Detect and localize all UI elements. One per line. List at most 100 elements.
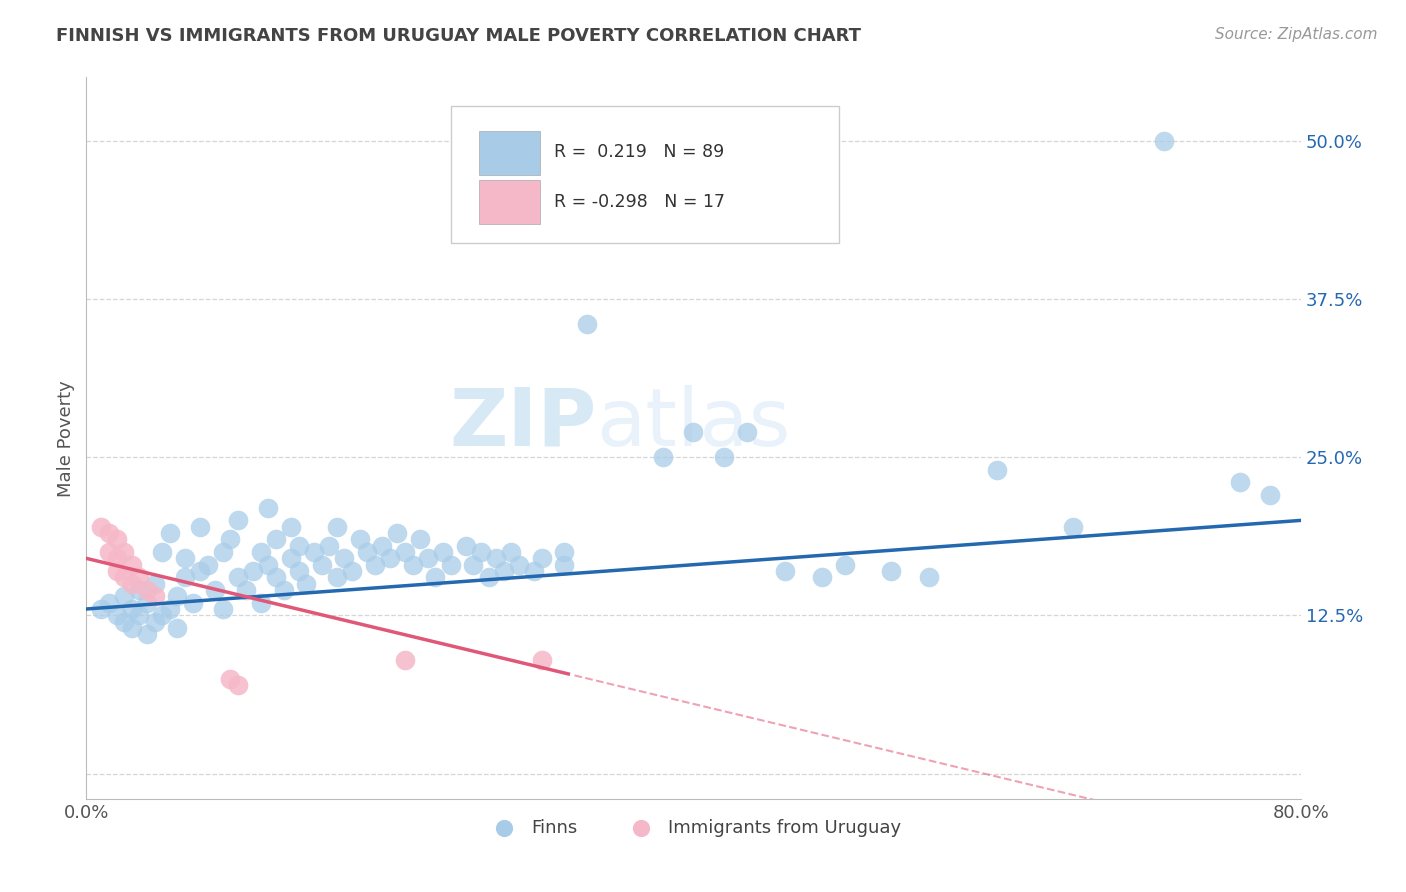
Point xyxy=(530,652,553,666)
Point xyxy=(98,526,121,541)
Point xyxy=(280,551,302,566)
Point xyxy=(735,425,758,439)
Point xyxy=(326,570,349,584)
Point xyxy=(136,582,159,597)
Point xyxy=(226,570,249,584)
Point xyxy=(136,627,159,641)
Point xyxy=(333,551,356,566)
Point xyxy=(530,551,553,566)
Point xyxy=(416,551,439,566)
FancyBboxPatch shape xyxy=(478,131,540,175)
Point xyxy=(159,526,181,541)
Point xyxy=(811,570,834,584)
Point xyxy=(226,678,249,692)
Point xyxy=(188,520,211,534)
Point xyxy=(250,545,273,559)
Point xyxy=(387,526,409,541)
Point xyxy=(105,533,128,547)
Point xyxy=(501,545,523,559)
Point xyxy=(150,545,173,559)
Text: ZIP: ZIP xyxy=(449,384,596,463)
Point xyxy=(523,564,546,578)
Point xyxy=(280,520,302,534)
Point xyxy=(454,539,477,553)
Point xyxy=(295,576,318,591)
Point xyxy=(264,533,287,547)
Point xyxy=(112,615,135,629)
Point xyxy=(112,570,135,584)
Point xyxy=(986,463,1008,477)
Point xyxy=(340,564,363,578)
Point xyxy=(250,596,273,610)
Point xyxy=(652,450,675,464)
Text: R = -0.298   N = 17: R = -0.298 N = 17 xyxy=(554,193,725,211)
Point xyxy=(128,570,150,584)
Point xyxy=(288,564,311,578)
Point xyxy=(492,564,515,578)
Point xyxy=(143,576,166,591)
Point xyxy=(174,551,197,566)
Text: Source: ZipAtlas.com: Source: ZipAtlas.com xyxy=(1215,27,1378,42)
Point xyxy=(880,564,903,578)
Point xyxy=(188,564,211,578)
Point xyxy=(918,570,941,584)
Point xyxy=(439,558,461,572)
Point xyxy=(257,500,280,515)
Point xyxy=(318,539,340,553)
Text: FINNISH VS IMMIGRANTS FROM URUGUAY MALE POVERTY CORRELATION CHART: FINNISH VS IMMIGRANTS FROM URUGUAY MALE … xyxy=(56,27,862,45)
Legend: Finns, Immigrants from Uruguay: Finns, Immigrants from Uruguay xyxy=(479,812,908,844)
Point xyxy=(166,590,188,604)
Point xyxy=(394,545,416,559)
Point xyxy=(98,545,121,559)
Point xyxy=(553,545,575,559)
Point xyxy=(425,570,447,584)
Point xyxy=(1229,475,1251,490)
Point xyxy=(90,520,112,534)
Point xyxy=(1062,520,1084,534)
Point xyxy=(364,558,387,572)
Point xyxy=(204,582,226,597)
Point xyxy=(159,602,181,616)
Point xyxy=(121,621,143,635)
Point xyxy=(1153,134,1175,148)
Point xyxy=(311,558,333,572)
Point xyxy=(326,520,349,534)
Point xyxy=(1258,488,1281,502)
Point xyxy=(409,533,432,547)
Point xyxy=(226,513,249,527)
Point xyxy=(401,558,423,572)
Point xyxy=(288,539,311,553)
Point xyxy=(128,608,150,623)
Point xyxy=(713,450,735,464)
Point xyxy=(356,545,378,559)
Point xyxy=(432,545,454,559)
Point xyxy=(485,551,508,566)
Point xyxy=(121,558,143,572)
Point xyxy=(264,570,287,584)
Point xyxy=(112,545,135,559)
Point xyxy=(302,545,325,559)
Point xyxy=(150,608,173,623)
Point xyxy=(143,590,166,604)
FancyBboxPatch shape xyxy=(450,106,839,244)
Point xyxy=(553,558,575,572)
Point xyxy=(773,564,796,578)
Point xyxy=(349,533,371,547)
Point xyxy=(273,582,295,597)
Point xyxy=(121,576,143,591)
Point xyxy=(197,558,219,572)
Text: atlas: atlas xyxy=(596,384,790,463)
Point xyxy=(235,582,257,597)
Point xyxy=(105,608,128,623)
FancyBboxPatch shape xyxy=(478,180,540,224)
Point xyxy=(371,539,394,553)
Point xyxy=(378,551,401,566)
Point xyxy=(576,317,599,331)
Point xyxy=(143,615,166,629)
Point xyxy=(174,570,197,584)
Point xyxy=(219,533,242,547)
Point xyxy=(121,602,143,616)
Y-axis label: Male Poverty: Male Poverty xyxy=(58,380,75,497)
Point xyxy=(181,596,204,610)
Point xyxy=(105,564,128,578)
